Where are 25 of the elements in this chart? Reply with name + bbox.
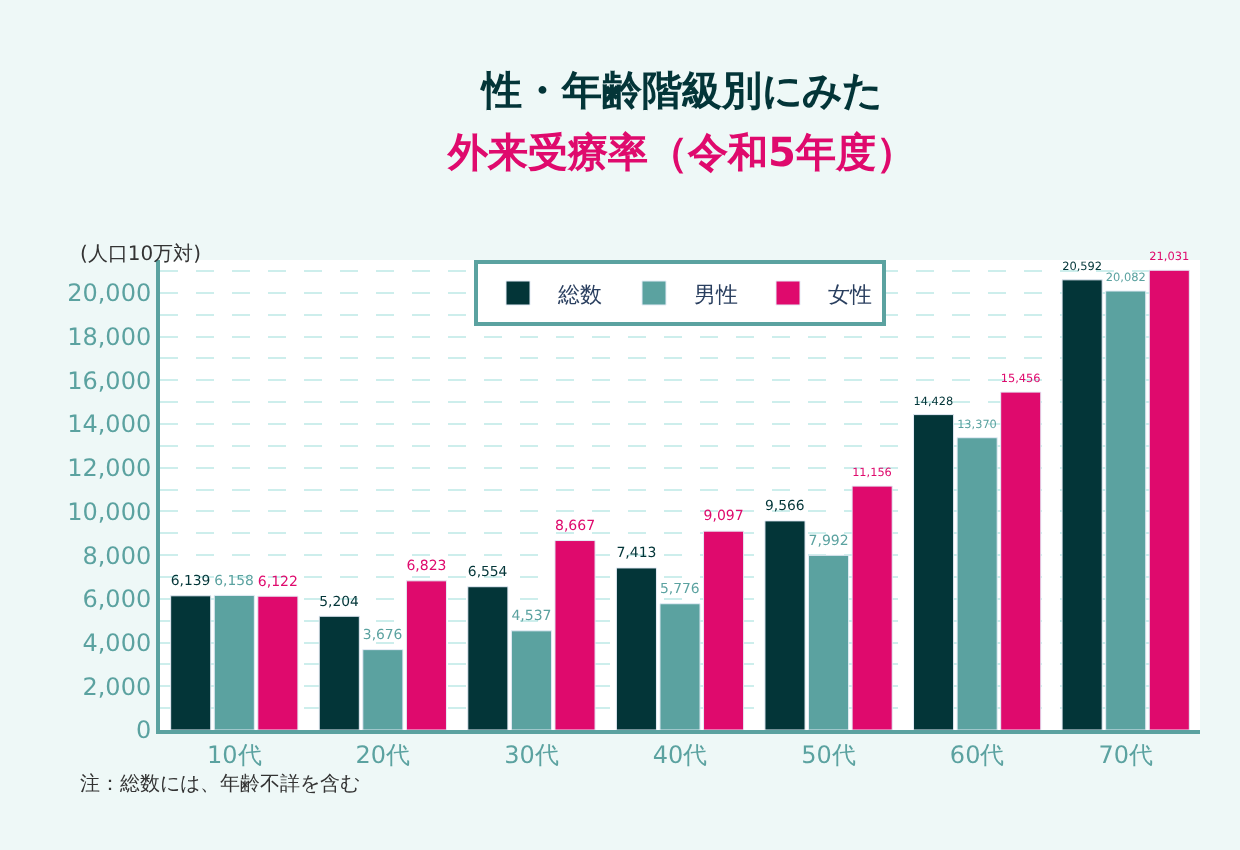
x-tick-label: 70代 [1098,740,1153,769]
legend-label: 女性 [828,281,872,308]
y-tick-label: 6,000 [82,585,152,614]
legend-label: 男性 [694,281,738,308]
x-tick-label: 30代 [504,740,559,769]
y-tick-label: 16,000 [67,366,152,395]
y-tick-label: 14,000 [67,410,152,439]
y-tick-label: 4,000 [82,628,152,657]
y-tick-label: 0 [135,716,152,745]
chart-title: 性・年齢階級別にみた [478,66,882,114]
y-tick-label: 12,000 [67,454,152,483]
x-tick-label: 20代 [355,740,411,769]
x-tick-label: 50代 [801,740,856,769]
y-tick-label: 20,000 [67,279,152,308]
y-tick-label: 10,000 [67,497,152,526]
y-tick-label: 2,000 [82,672,152,701]
x-tick-label: 60代 [949,740,1005,769]
text: 注：総数には、年齢不詳を含む [80,772,360,796]
y-tick-label: 18,000 [67,322,152,351]
chart-subtitle: 外来受療率（令和5年度） [446,128,916,176]
legend-label: 総数 [556,281,602,308]
y-axis-title: (人口10万対) [80,242,202,266]
x-tick-label: 10代 [207,740,262,769]
x-tick-label: 40代 [652,740,708,769]
y-tick-label: 8,000 [82,541,152,570]
